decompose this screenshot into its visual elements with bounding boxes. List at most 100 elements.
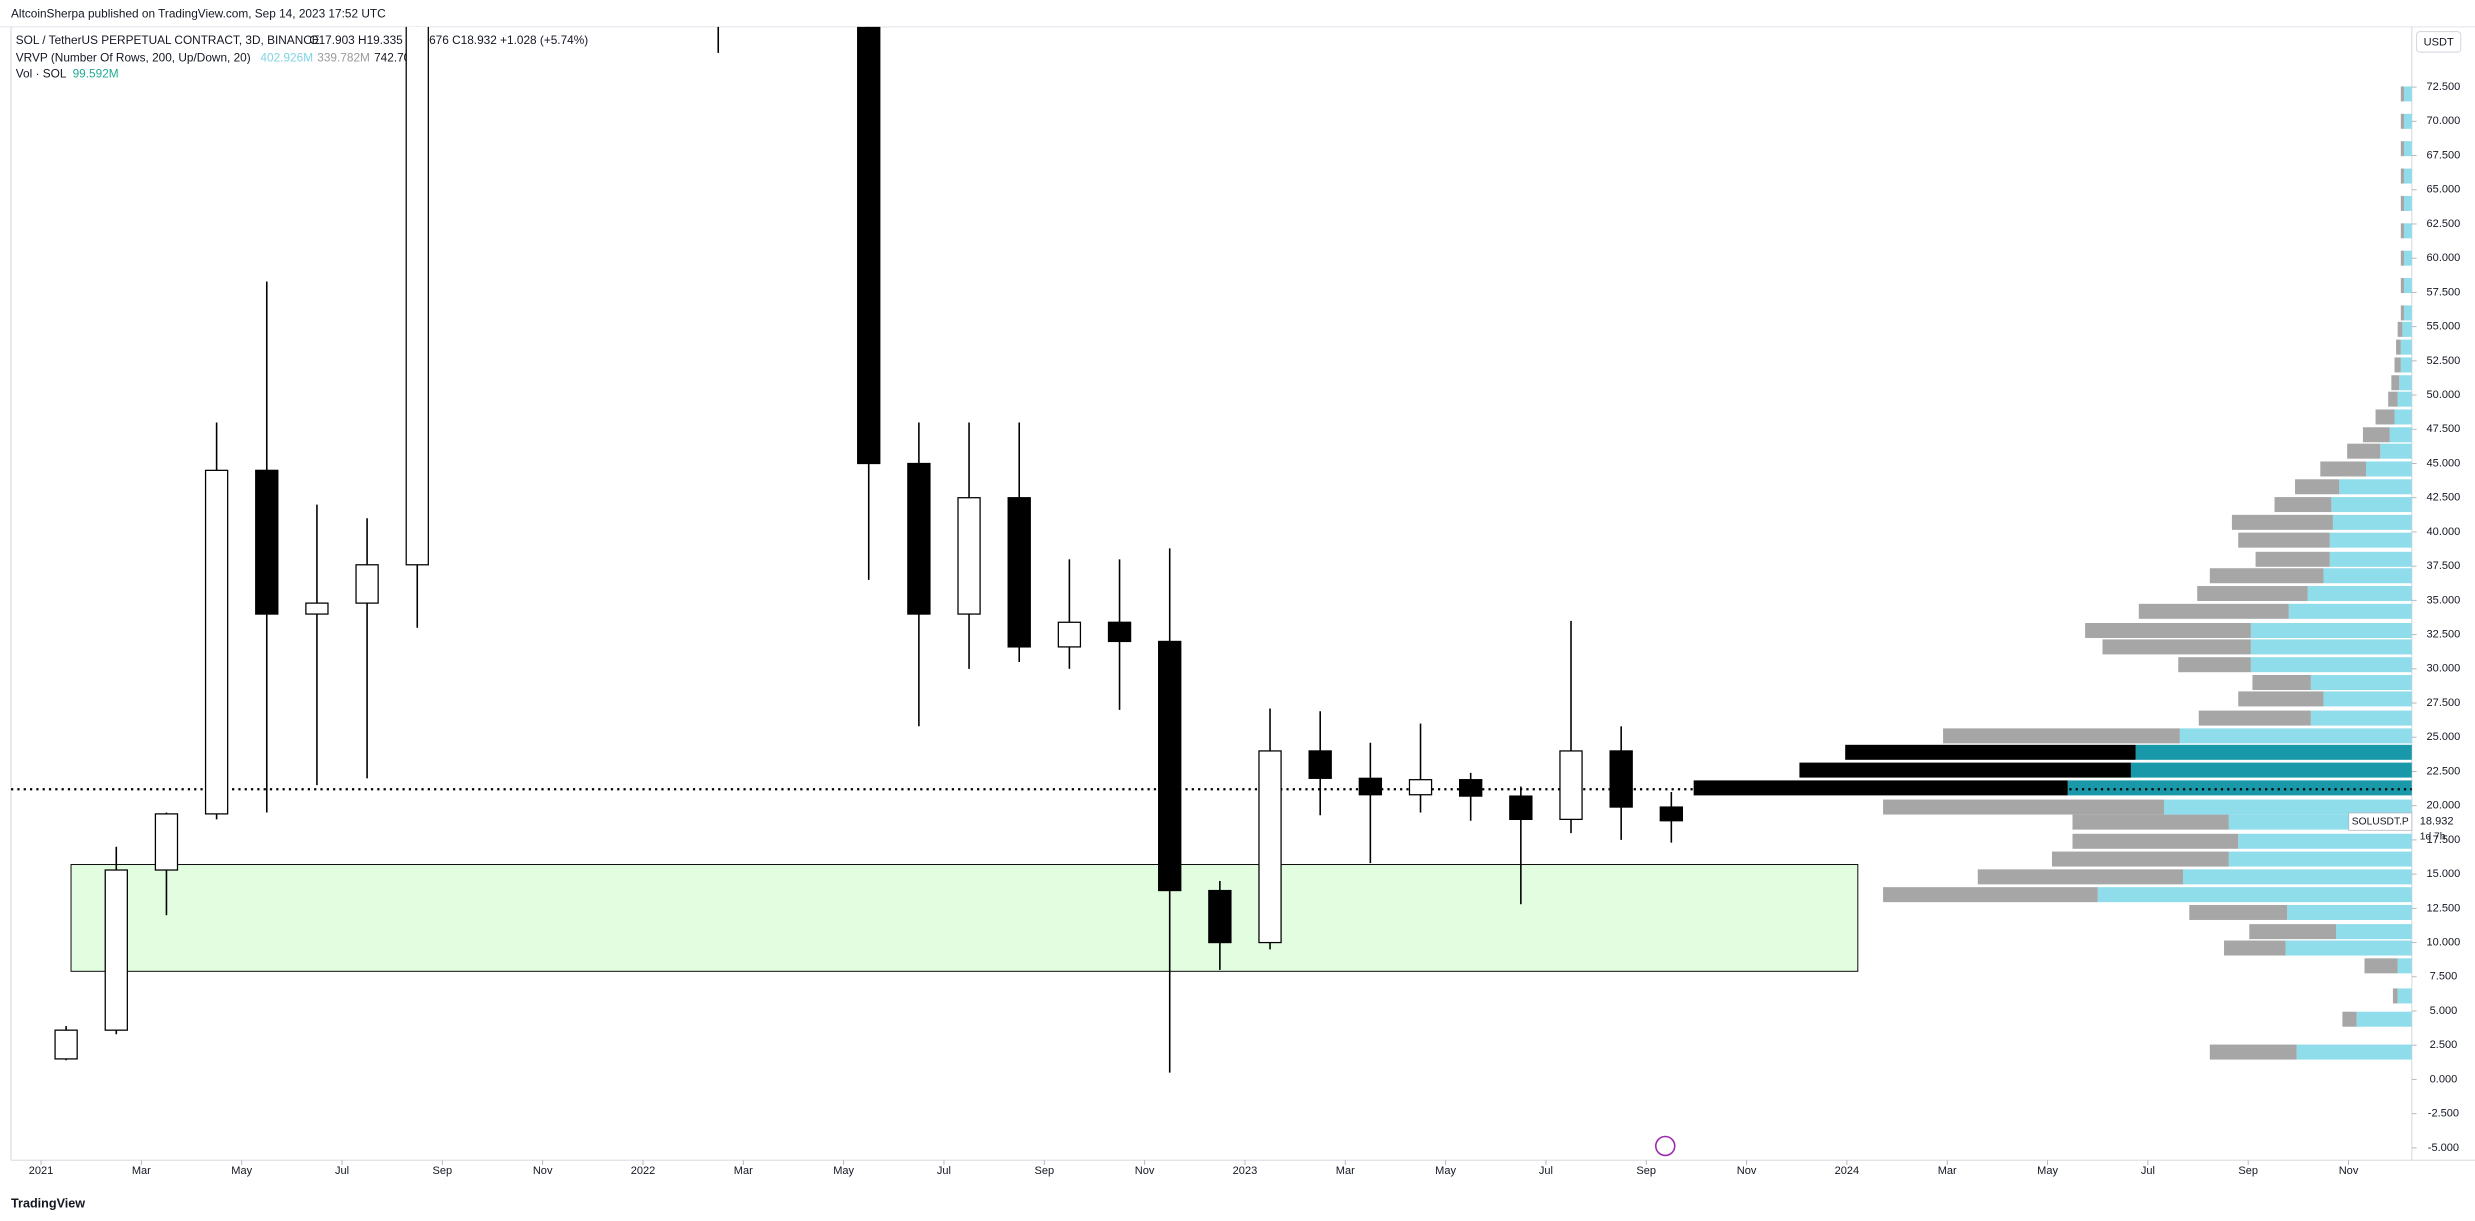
y-tick-label: 0.000 [2430, 1073, 2458, 1085]
candle-body [1509, 795, 1533, 821]
y-tick-label: 2.500 [2430, 1039, 2458, 1051]
profile-down [2238, 532, 2330, 548]
profile-down [2400, 86, 2404, 102]
profile-down [2342, 1011, 2357, 1027]
candle-body [1308, 750, 1332, 779]
countdown: 1d 7h [2420, 831, 2446, 842]
profile-up [2400, 339, 2412, 355]
currency-button[interactable] [2416, 31, 2462, 53]
candle-body [54, 1029, 78, 1060]
x-tick-label: Nov [1737, 1165, 1757, 1177]
profile-up [2310, 675, 2412, 690]
y-tick-label: 67.500 [2427, 149, 2461, 161]
x-tick-label: Nov [533, 1165, 553, 1177]
candle-body [355, 564, 379, 604]
candle-body [1609, 750, 1633, 808]
profile-up [2394, 409, 2412, 425]
profile-down [2085, 622, 2251, 638]
profile-down [2252, 675, 2311, 690]
profile-down [2362, 427, 2390, 443]
profile-down [2394, 357, 2401, 373]
profile-down [1845, 744, 2136, 760]
profile-down [2391, 375, 2400, 391]
candle-body [405, 26, 429, 566]
y-tick-label: 17.500 [2427, 834, 2461, 846]
x-tick-label: Sep [1636, 1165, 1656, 1177]
candle-body [1208, 889, 1232, 944]
x-tick-label: Mar [1336, 1165, 1355, 1177]
profile-down [2400, 168, 2404, 184]
ohlc-text: O17.903 H19.335 L17.676 C18.932 +1.028 (… [309, 33, 588, 47]
profile-down [2400, 250, 2404, 266]
y-tick-label: 37.500 [2427, 560, 2461, 572]
x-tick-label: May [1435, 1165, 1456, 1177]
profile-down [2347, 443, 2381, 459]
x-tick-label: Sep [2238, 1165, 2258, 1177]
y-tick-label: 52.500 [2427, 355, 2461, 367]
candle-body [1358, 777, 1383, 796]
profile-down [1943, 728, 2180, 744]
y-tick-label: 57.500 [2427, 286, 2461, 298]
x-tick-label: Jul [2141, 1165, 2155, 1177]
y-tick-label: -5.000 [2428, 1142, 2459, 1154]
vol-text: Vol · SOL [16, 66, 67, 80]
profile-down [2375, 409, 2395, 425]
x-tick-label: 2023 [1233, 1165, 1258, 1177]
profile-up [2285, 940, 2412, 956]
profile-up [2336, 924, 2412, 940]
vrvp-down: 339.782M [317, 51, 370, 65]
profile-up [2403, 86, 2412, 102]
profile-up [2296, 1044, 2412, 1060]
candle-body [1459, 779, 1483, 797]
profile-up [2250, 657, 2412, 673]
event-icon[interactable] [1654, 1135, 1676, 1157]
profile-down [2396, 339, 2401, 355]
profile-up [2389, 427, 2412, 443]
candle-body [255, 469, 279, 615]
y-tick-label: 72.500 [2427, 81, 2461, 93]
x-tick-label: Jul [1539, 1165, 1553, 1177]
x-tick-label: 2021 [29, 1165, 54, 1177]
profile-up [2323, 691, 2412, 707]
vrvp-text: VRVP (Number Of Rows, 200, Up/Down, 20) [16, 51, 251, 65]
currency-label[interactable]: USDT [2424, 37, 2454, 49]
y-tick-label: 40.000 [2427, 526, 2461, 538]
profile-up [2403, 195, 2412, 211]
profile-up [2356, 1011, 2412, 1027]
profile-down [2051, 851, 2229, 867]
profile-down [1883, 887, 2098, 903]
profile-up [2307, 586, 2412, 602]
x-tick-label: Nov [2339, 1165, 2359, 1177]
profile-down [2224, 940, 2286, 956]
profile-up [2399, 375, 2412, 391]
profile-down [2198, 710, 2311, 726]
brand-text[interactable]: TradingView [11, 1197, 85, 1211]
candle-body [104, 869, 128, 1031]
profile-down [2209, 1044, 2297, 1060]
profile-down [2392, 988, 2398, 1004]
profile-down [2295, 479, 2340, 495]
vrvp-up: 402.926M [260, 51, 313, 65]
profile-down [2400, 195, 2404, 211]
profile-up [2339, 479, 2412, 495]
candle-body [1408, 779, 1433, 796]
last-symbol-box [2348, 812, 2413, 831]
y-tick-label: 15.000 [2427, 868, 2461, 880]
y-tick-label: 10.000 [2427, 936, 2461, 948]
candle-body [1158, 640, 1182, 892]
profile-down [2400, 141, 2404, 157]
x-tick-label: Sep [1034, 1165, 1054, 1177]
profile-up [2135, 744, 2412, 760]
y-tick-label: 30.000 [2427, 663, 2461, 675]
y-tick-label: 45.000 [2427, 457, 2461, 469]
x-tick-label: Jul [937, 1165, 951, 1177]
candle-body [857, 26, 881, 465]
brand-logo[interactable]: TradingView [11, 1197, 85, 1211]
profile-down [2209, 568, 2324, 584]
profile-down [1977, 869, 2183, 885]
x-tick-label: Mar [132, 1165, 151, 1177]
profile-up [2182, 869, 2412, 885]
profile-down [2274, 497, 2332, 513]
profile-up [2400, 357, 2412, 373]
candle-body [907, 462, 931, 615]
